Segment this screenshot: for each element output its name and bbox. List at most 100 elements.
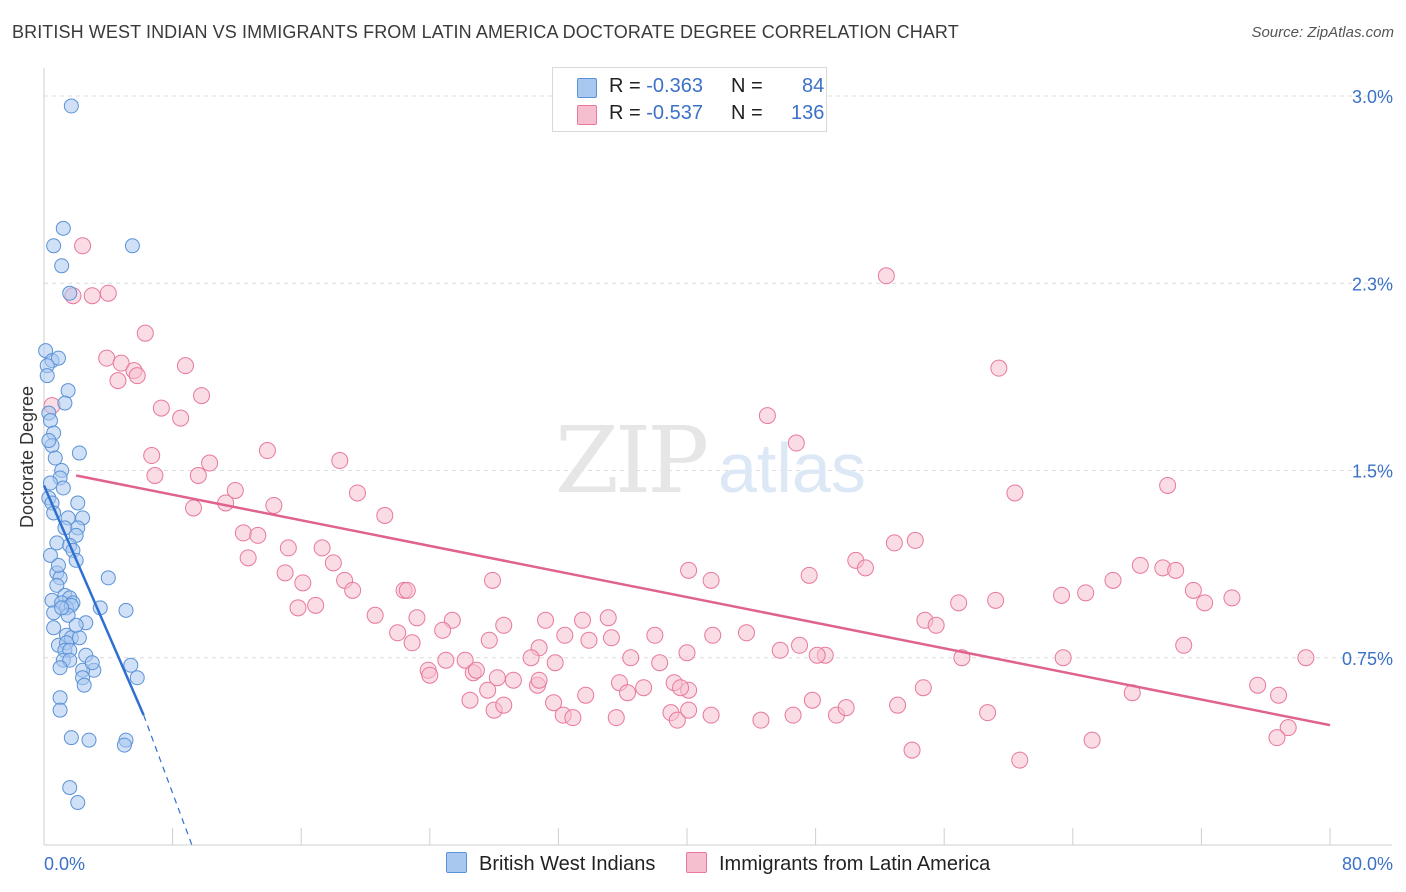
data-point	[68, 617, 84, 633]
data-point	[193, 387, 211, 405]
data-point	[877, 267, 895, 285]
data-point	[702, 571, 720, 589]
data-point	[1249, 676, 1267, 694]
data-point	[574, 611, 592, 629]
data-point	[57, 395, 73, 411]
data-point	[249, 526, 267, 544]
chart-title: BRITISH WEST INDIAN VS IMMIGRANTS FROM L…	[12, 22, 959, 42]
data-point	[1268, 729, 1286, 747]
legend-swatch-blue	[577, 78, 597, 98]
legend-series-name: British West Indians	[479, 853, 656, 875]
legend-swatch-pink	[686, 852, 707, 873]
data-point	[1053, 586, 1071, 604]
data-point	[47, 450, 63, 466]
data-point	[1270, 686, 1288, 704]
data-point	[42, 413, 58, 429]
data-point	[62, 780, 78, 796]
legend-series-name: Immigrants from Latin America	[719, 853, 991, 875]
data-point	[680, 561, 698, 579]
data-point	[564, 709, 582, 727]
data-point	[60, 383, 76, 399]
data-point	[118, 602, 134, 618]
y-tick-label: 3.0%	[1352, 87, 1393, 107]
data-point	[226, 481, 244, 499]
data-point	[537, 611, 555, 629]
data-point	[46, 620, 62, 636]
data-point	[124, 238, 140, 254]
axes	[43, 68, 1392, 846]
data-point	[752, 711, 770, 729]
data-point	[672, 679, 690, 697]
data-point	[84, 655, 100, 671]
data-point	[46, 238, 62, 254]
data-point	[50, 557, 66, 573]
y-tick-label: 2.3%	[1352, 274, 1393, 294]
data-point	[398, 581, 416, 599]
data-point	[771, 641, 789, 659]
data-point	[234, 524, 252, 542]
data-point	[885, 534, 903, 552]
x-tick-label: 0.0%	[44, 854, 85, 874]
legend-item-latin-america: Immigrants from Latin America	[686, 852, 990, 876]
data-point	[495, 616, 513, 634]
data-point	[239, 549, 257, 567]
data-point	[837, 699, 855, 717]
data-point	[54, 258, 70, 274]
data-point	[116, 737, 132, 753]
data-point	[927, 616, 945, 634]
data-point	[808, 646, 826, 664]
data-point	[76, 677, 92, 693]
tick-labels: 0.75% 1.5% 2.3% 3.0% 0.0% 80.0%	[44, 87, 1393, 874]
data-point	[1083, 731, 1101, 749]
data-point	[70, 795, 86, 811]
data-point	[70, 495, 86, 511]
watermark: ZIP atlas	[555, 407, 866, 514]
data-point	[791, 636, 809, 654]
source-credit: Source: ZipAtlas.com	[1251, 24, 1394, 41]
data-point	[366, 606, 384, 624]
data-point	[54, 600, 70, 616]
legend-n-value: 84	[802, 75, 825, 97]
data-point	[906, 531, 924, 549]
data-point	[668, 711, 686, 729]
data-point	[41, 433, 57, 449]
data-point	[1175, 636, 1193, 654]
data-point	[1006, 484, 1024, 502]
trend-line-latin-america	[75, 474, 1331, 727]
data-point	[98, 349, 116, 367]
data-point	[265, 496, 283, 514]
data-point	[704, 626, 722, 644]
data-point	[483, 571, 501, 589]
trend-lines	[42, 474, 1331, 846]
trend-line-extension	[143, 714, 193, 846]
data-point	[71, 445, 87, 461]
data-point	[437, 651, 455, 669]
legend-r-value: -0.537	[646, 102, 703, 124]
data-point	[42, 475, 58, 491]
legend-r-label: R =	[609, 75, 641, 97]
data-point	[1011, 751, 1029, 769]
data-point	[189, 466, 207, 484]
legend-swatch-pink	[577, 105, 597, 125]
data-point	[803, 691, 821, 709]
data-point	[42, 547, 58, 563]
legend-item-british-west-indians: British West Indians	[446, 852, 655, 876]
data-point	[331, 452, 349, 470]
data-point	[545, 694, 563, 712]
data-point	[276, 564, 294, 582]
data-point	[50, 350, 66, 366]
data-point	[889, 696, 907, 714]
data-point	[758, 407, 776, 425]
data-point	[784, 706, 802, 724]
data-point	[619, 684, 637, 702]
data-point	[172, 409, 190, 427]
legend-n-label: N =	[731, 75, 763, 97]
data-point	[1077, 584, 1095, 602]
legend-n-value: 136	[791, 102, 825, 124]
data-point	[143, 447, 161, 465]
legend-r-label: R =	[609, 102, 641, 124]
data-point	[52, 702, 68, 718]
data-point	[289, 599, 307, 617]
data-point	[123, 657, 139, 673]
